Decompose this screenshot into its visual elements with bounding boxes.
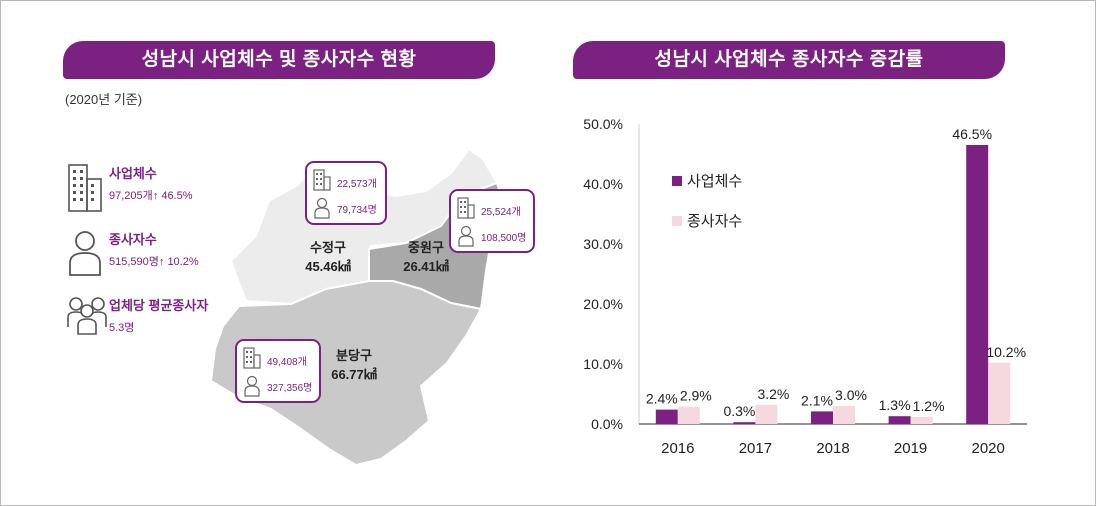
left-title-banner: 성남시 사업체수 및 종사자수 현황 <box>63 41 495 79</box>
district-area: 66.77㎢ <box>331 367 377 382</box>
data-label: 0.3% <box>723 403 755 419</box>
legend-label: 사업체수 <box>687 173 742 190</box>
building-icon <box>243 347 261 369</box>
y-tick-label: 0.0% <box>591 416 623 432</box>
workers-label: 종사자수 <box>109 232 157 247</box>
data-label: 2.4% <box>646 391 678 407</box>
y-tick-label: 50.0% <box>583 116 623 132</box>
district-name: 분당구 <box>336 348 372 363</box>
person-icon <box>69 231 101 276</box>
bar-businesses <box>888 416 911 424</box>
x-tick-label: 2017 <box>739 440 772 457</box>
data-label: 46.5% <box>952 126 992 142</box>
data-label: 2.1% <box>801 392 833 408</box>
legend-label: 종사자수 <box>687 213 742 230</box>
district-label-bundang: 분당구 66.77㎢ <box>319 345 389 383</box>
district-card-sujeong: 22,573개 79,734명 <box>305 161 387 225</box>
bar-businesses <box>811 411 833 424</box>
x-tick-label: 2020 <box>972 440 1005 457</box>
card-businesses: 49,408개 <box>267 357 307 368</box>
person-icon <box>244 375 260 397</box>
x-tick-label: 2019 <box>894 440 927 457</box>
businesses-value: 97,205개↑ 46.5% <box>109 190 193 202</box>
right-title-banner: 성남시 사업체수 종사자수 증감률 <box>573 41 1005 79</box>
x-tick-label: 2018 <box>816 440 849 457</box>
data-label: 10.2% <box>986 344 1026 360</box>
person-icon <box>314 197 330 219</box>
y-tick-label: 30.0% <box>583 236 623 252</box>
legend-swatch <box>672 216 682 226</box>
reference-year-note: (2020년 기준) <box>65 92 143 107</box>
workers-value: 515,590명↑ 10.2% <box>109 256 199 268</box>
data-label: 1.3% <box>879 397 911 413</box>
right-title: 성남시 사업체수 종사자수 증감률 <box>654 49 924 70</box>
card-workers: 108,500명 <box>481 233 527 244</box>
y-tick-label: 10.0% <box>583 356 623 372</box>
district-card-jungwon: 25,524개 108,500명 <box>449 189 535 253</box>
district-area: 45.46㎢ <box>305 259 351 274</box>
bar-businesses <box>966 145 989 424</box>
data-label: 3.2% <box>757 386 789 402</box>
district-label-sujeong: 수정구 45.46㎢ <box>293 237 363 275</box>
legend-swatch <box>672 176 682 186</box>
bar-businesses <box>733 422 756 424</box>
data-label: 2.9% <box>680 388 712 404</box>
map-region-bundang <box>209 280 483 467</box>
card-businesses: 22,573개 <box>337 179 377 190</box>
left-title: 성남시 사업체수 및 종사자수 현황 <box>141 49 417 70</box>
group-icon <box>67 297 107 335</box>
district-area: 26.41㎢ <box>403 259 449 274</box>
average-value: 5.3명 <box>109 322 135 334</box>
businesses-label: 사업체수 <box>109 166 157 181</box>
card-workers: 79,734명 <box>337 205 377 216</box>
bar-workers <box>988 362 1011 424</box>
growth-rate-bar-chart: 50.0% 40.0% 30.0% 20.0% 10.0% 0.0% 2.4% 2.9% 201… <box>583 116 1027 457</box>
data-label: 3.0% <box>835 387 867 403</box>
data-label: 1.2% <box>913 398 945 414</box>
building-icon <box>68 164 102 212</box>
bar-businesses <box>655 409 678 424</box>
card-workers: 327,356명 <box>267 383 313 394</box>
x-tick-label: 2016 <box>661 440 694 457</box>
person-icon <box>458 225 474 247</box>
building-icon <box>457 197 475 219</box>
y-tick-label: 40.0% <box>583 176 623 192</box>
average-label: 업체당 평균종사자 <box>109 298 209 313</box>
building-icon <box>313 169 331 191</box>
bar-workers <box>755 404 778 424</box>
district-label-jungwon: 중원구 26.41㎢ <box>391 237 461 275</box>
district-name: 중원구 <box>408 240 444 255</box>
district-card-bundang: 49,408개 327,356명 <box>235 339 321 403</box>
card-businesses: 25,524개 <box>481 207 521 218</box>
district-name: 수정구 <box>310 240 346 255</box>
bar-workers <box>677 406 700 424</box>
bar-workers <box>910 416 933 424</box>
bar-workers <box>833 406 855 424</box>
y-tick-label: 20.0% <box>583 296 623 312</box>
